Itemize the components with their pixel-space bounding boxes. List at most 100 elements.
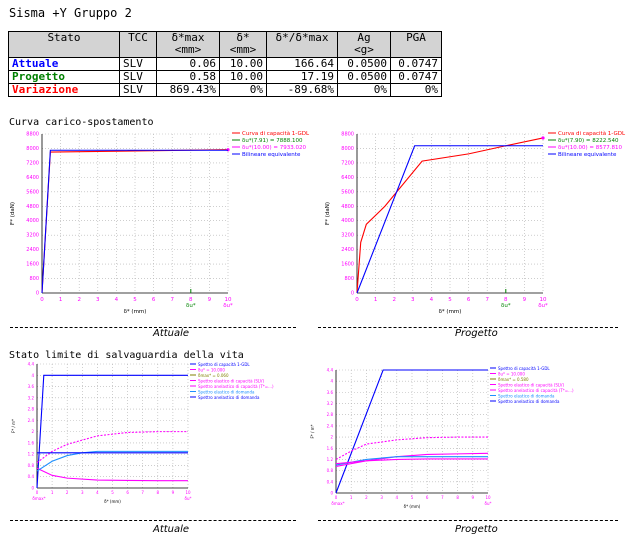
x-tick-label: 8 <box>456 495 459 500</box>
series-line <box>335 369 488 494</box>
x-tick-label: 5 <box>448 297 452 303</box>
y-tick-label: 0 <box>330 491 333 496</box>
y-tick-label: 0 <box>351 291 354 297</box>
x-axis-label: δ* (mm) <box>104 499 121 504</box>
legend-item: Spettro di capacità 1-GDL <box>198 362 250 367</box>
series-line <box>356 145 543 294</box>
y-tick-label: 8800 <box>26 132 39 138</box>
y-tick-label: 1600 <box>341 262 354 268</box>
y-tick-label: 2.8 <box>327 412 334 417</box>
x-tick-label: 0 <box>335 495 338 500</box>
x-tick-label: 3 <box>96 297 100 303</box>
x-tick-label: 1 <box>374 297 378 303</box>
x-tick-label: 9 <box>523 297 527 303</box>
y-axis-label: F* / m* <box>310 424 315 438</box>
y-tick-label: 3200 <box>26 233 39 239</box>
legend-item: Spettro elastico di capacità (SLV) <box>198 378 264 383</box>
header-ag-label: Ag <box>357 31 371 44</box>
results-table: Stato TCC δ*max <mm> δ* <mm> δ*/δ*max Ag… <box>8 31 442 97</box>
x-tick-label: 7 <box>441 495 444 500</box>
series-line <box>36 374 188 489</box>
series-line <box>335 458 488 465</box>
x-axis-label: δ* (mm) <box>124 309 147 315</box>
y-tick-label: 4.4 <box>327 368 334 373</box>
page-title: Sisma +Y Gruppo 2 <box>9 6 132 20</box>
marker-label: δu* <box>185 496 192 501</box>
x-tick-label: 2 <box>66 490 69 495</box>
row-tcc: SLV <box>119 57 157 71</box>
x-tick-label: 4 <box>430 297 434 303</box>
y-tick-label: 800 <box>344 276 354 282</box>
header-dmax: δ*max <mm> <box>156 31 220 58</box>
y-tick-label: 3.2 <box>28 395 35 400</box>
x-tick-label: 4 <box>115 297 119 303</box>
legend-item: δmax* = 0.060 <box>198 373 229 378</box>
y-tick-label: 3.6 <box>327 390 334 395</box>
x-tick-label: 7 <box>170 297 174 303</box>
header-pga: PGA <box>390 31 442 58</box>
y-tick-label: 2 <box>330 435 333 440</box>
header-d: δ* <mm> <box>219 31 267 58</box>
header-ag: Ag <g> <box>337 31 391 58</box>
marker-label: δu* <box>485 501 492 506</box>
caption-attuale-2: Attuale <box>153 524 190 535</box>
legend-item: δu*(7.91) = 7888.100 <box>242 138 303 144</box>
x-tick-label: 1 <box>350 495 353 500</box>
legend-item: δu* = 10.000 <box>498 371 525 376</box>
y-tick-label: 1.2 <box>28 452 35 457</box>
legend-item: δu*(10.00) = 7933.020 <box>242 145 306 151</box>
legend-item: Spettro elastico di capacità (SLV) <box>498 382 564 387</box>
x-tick-label: 2 <box>77 297 81 303</box>
x-tick-label: 8 <box>189 297 193 303</box>
row-stato: Variazione <box>8 83 120 97</box>
header-tcc: TCC <box>119 31 157 58</box>
y-tick-label: 7200 <box>341 160 354 166</box>
x-tick-label: 9 <box>172 490 175 495</box>
x-tick-label: 1 <box>51 490 54 495</box>
legend-item: Spettro anelastico di capacità (T*=...) <box>198 384 274 389</box>
table-row: Attuale SLV 0.06 10.00 166.64 0.0500 0.0… <box>8 57 442 71</box>
y-tick-label: 0 <box>31 486 34 491</box>
separator-progetto-2 <box>318 520 618 521</box>
y-axis-label: F* (daN) <box>325 202 331 225</box>
x-tick-label: 10 <box>540 297 547 303</box>
table-header-row: Stato TCC δ*max <mm> δ* <mm> δ*/δ*max Ag… <box>8 31 442 58</box>
legend-item: δmax* = 0.580 <box>498 377 529 382</box>
table-row: Variazione SLV 869.43% 0% -89.68% 0% 0% <box>8 83 442 97</box>
marker-label: δmax* <box>331 501 344 506</box>
marker-label: δu* <box>186 303 196 309</box>
x-tick-label: 2 <box>392 297 396 303</box>
legend-item: δu* = 10.000 <box>198 367 225 372</box>
y-tick-label: 2 <box>31 429 34 434</box>
row-pga: 0% <box>390 83 442 97</box>
separator-attuale-2 <box>10 520 296 521</box>
caption-progetto-1: Progetto <box>455 328 498 339</box>
legend-item: Spettro anelastico di domanda <box>198 395 260 400</box>
y-axis-label: F* (daN) <box>10 202 16 225</box>
y-axis-label: F* / m* <box>11 419 16 433</box>
row-pga: 0.0747 <box>390 57 442 71</box>
legend-item: Spettro anelastico di domanda <box>498 399 560 404</box>
row-ratio: 17.19 <box>266 70 338 84</box>
x-tick-label: 6 <box>126 490 129 495</box>
y-tick-label: 2.4 <box>327 423 334 428</box>
series-point <box>541 136 545 140</box>
series-line <box>36 450 188 472</box>
series-line <box>41 149 228 294</box>
x-tick-label: 1 <box>59 297 63 303</box>
legend-item: Bilineare equivalente <box>242 152 301 158</box>
x-tick-label: 6 <box>467 297 471 303</box>
x-tick-label: 5 <box>111 490 114 495</box>
x-tick-label: 8 <box>157 490 160 495</box>
row-tcc: SLV <box>119 70 157 84</box>
x-tick-label: 0 <box>40 297 44 303</box>
x-tick-label: 3 <box>411 297 415 303</box>
row-pga: 0.0747 <box>390 70 442 84</box>
y-tick-label: 3.2 <box>327 401 334 406</box>
y-tick-label: 2.8 <box>28 407 35 412</box>
header-dmax-unit: <mm> <box>174 43 202 56</box>
y-tick-label: 0.8 <box>327 468 334 473</box>
y-tick-label: 5600 <box>341 189 354 195</box>
row-ag: 0.0500 <box>337 57 391 71</box>
